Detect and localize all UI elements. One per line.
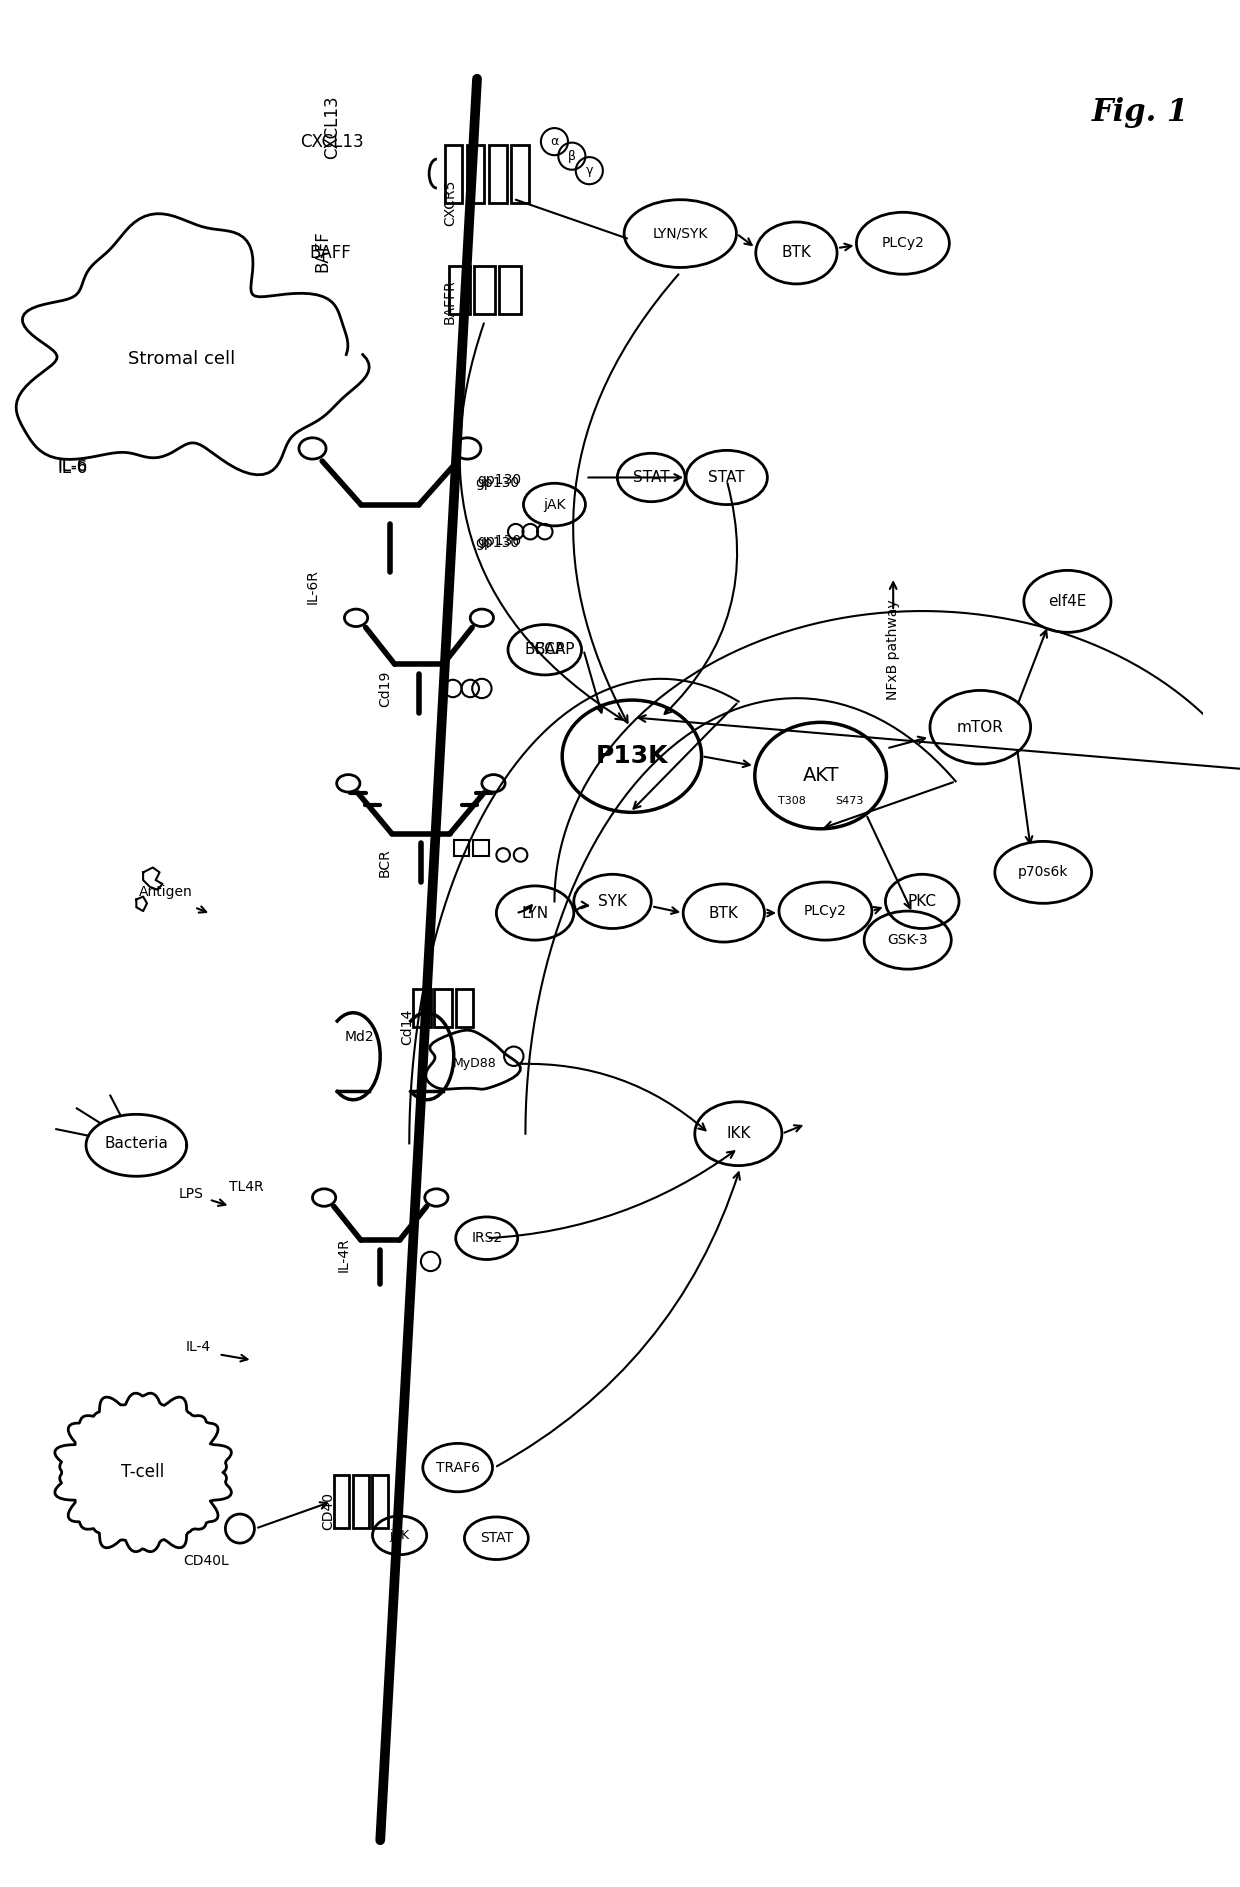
Text: Cd19: Cd19 [378, 670, 392, 706]
Text: BAFF: BAFF [314, 230, 331, 272]
Text: LPS: LPS [179, 1187, 203, 1200]
Text: Stromal cell: Stromal cell [128, 351, 236, 368]
Text: CXCL13: CXCL13 [300, 132, 363, 151]
Text: P13K: P13K [595, 743, 668, 768]
Text: jAK: jAK [543, 498, 565, 511]
Text: CXCL13: CXCL13 [322, 96, 341, 159]
Text: LYN: LYN [522, 906, 548, 921]
Text: Antigen: Antigen [139, 885, 192, 898]
Text: IL-6R: IL-6R [305, 570, 320, 604]
Text: γ: γ [585, 164, 593, 177]
Text: STAT: STAT [708, 470, 745, 485]
Text: p70s6k: p70s6k [1018, 866, 1069, 879]
Text: PKC: PKC [908, 894, 936, 910]
Text: BTK: BTK [709, 906, 739, 921]
Text: elf4E: elf4E [1048, 594, 1086, 610]
Text: α: α [551, 136, 558, 149]
Text: mTOR: mTOR [957, 719, 1003, 734]
Text: β: β [568, 149, 575, 162]
Text: NFxB pathway: NFxB pathway [887, 600, 900, 700]
Text: IL-6: IL-6 [57, 459, 88, 477]
Text: BCAP: BCAP [525, 642, 565, 657]
Text: BCAP: BCAP [534, 642, 574, 657]
Text: AKT: AKT [802, 766, 839, 785]
Text: Md2: Md2 [345, 1030, 373, 1044]
Text: gp130: gp130 [475, 536, 520, 551]
Text: TRAF6: TRAF6 [435, 1461, 480, 1474]
Text: IL-4: IL-4 [186, 1340, 211, 1353]
Text: CD40L: CD40L [184, 1555, 229, 1568]
Text: IL-6: IL-6 [57, 457, 88, 476]
Text: gp130: gp130 [477, 534, 521, 549]
Text: Bacteria: Bacteria [104, 1136, 169, 1151]
Text: SYK: SYK [598, 894, 627, 910]
Text: BAFFR: BAFFR [443, 279, 456, 325]
Text: gp130: gp130 [475, 476, 520, 491]
Text: MyD88: MyD88 [453, 1057, 497, 1070]
Text: STAT: STAT [480, 1530, 513, 1545]
Text: Fig. 1: Fig. 1 [1091, 96, 1189, 128]
Text: jAK: jAK [389, 1528, 409, 1542]
Text: GSK-3: GSK-3 [888, 932, 928, 947]
Text: T308: T308 [777, 796, 806, 806]
Text: BCR: BCR [378, 849, 392, 877]
Text: TL4R: TL4R [229, 1179, 264, 1194]
Text: IL-4R: IL-4R [336, 1238, 351, 1272]
Text: IRS2: IRS2 [471, 1230, 502, 1245]
Text: BAFF: BAFF [309, 243, 351, 262]
Text: PLCy2: PLCy2 [882, 236, 924, 251]
Text: CXCR5: CXCR5 [443, 179, 456, 226]
Text: IKK: IKK [727, 1127, 750, 1142]
Text: Cd14: Cd14 [401, 1010, 414, 1045]
Text: STAT: STAT [632, 470, 670, 485]
Text: PLCy2: PLCy2 [804, 904, 847, 919]
Text: BTK: BTK [781, 245, 811, 260]
Text: S473: S473 [836, 796, 864, 806]
Text: CD40: CD40 [321, 1493, 335, 1530]
Text: gp130: gp130 [477, 474, 521, 487]
Text: LYN/SYK: LYN/SYK [652, 226, 708, 240]
Text: T-cell: T-cell [122, 1464, 165, 1481]
